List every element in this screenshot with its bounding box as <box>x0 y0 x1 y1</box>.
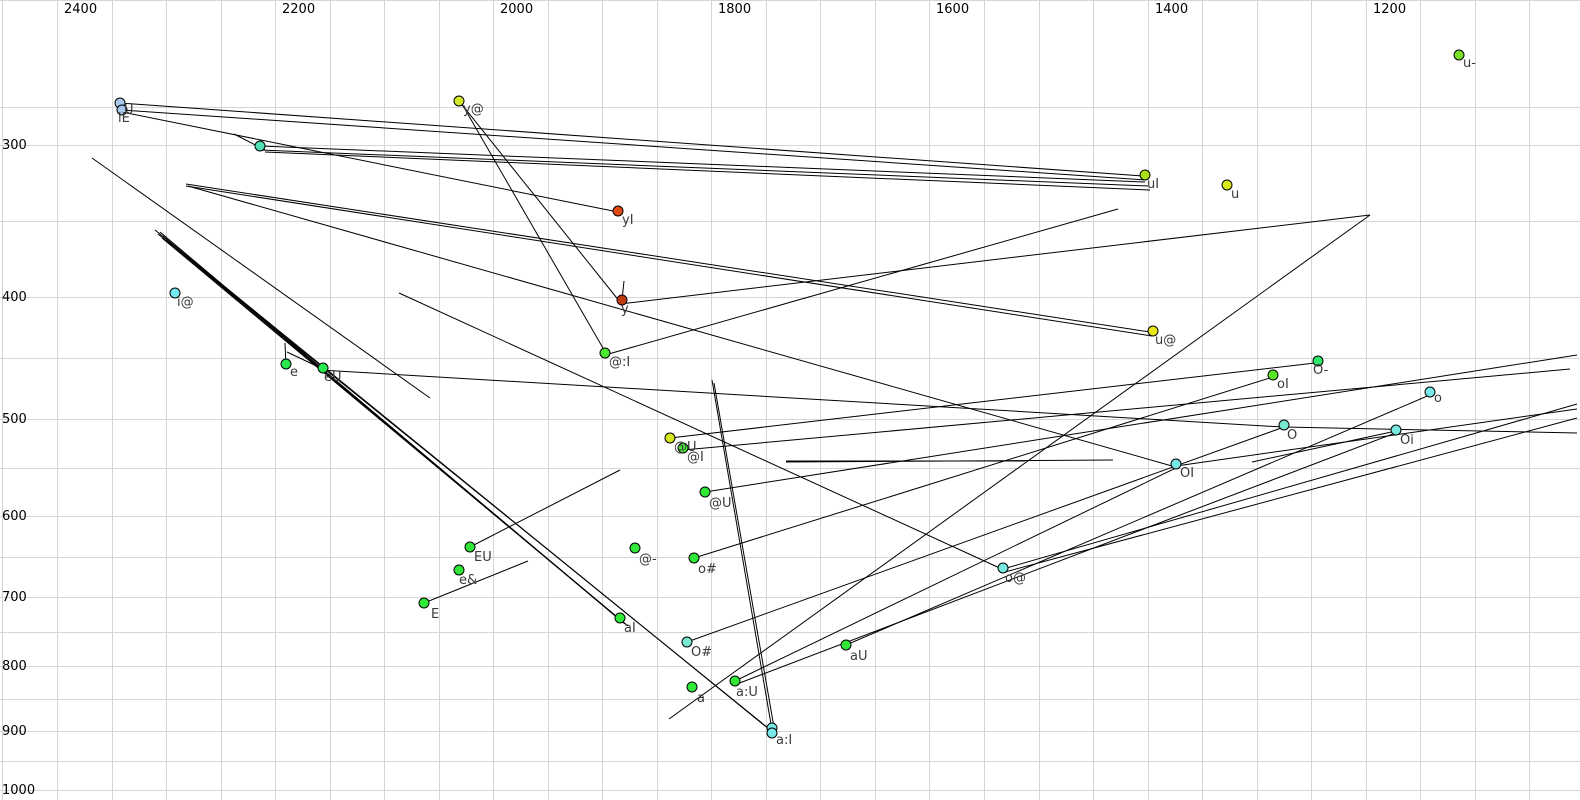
data-point-label: i@ <box>177 295 194 310</box>
data-point-marker[interactable] <box>840 639 852 651</box>
data-point-marker[interactable] <box>464 541 476 553</box>
data-point-marker[interactable] <box>629 542 641 554</box>
x-axis-tick-label: 1400 <box>1155 2 1189 17</box>
data-point-label: u <box>1231 187 1240 202</box>
y-axis-tick-label: 900 <box>2 724 27 739</box>
y-axis-tick-label: 600 <box>2 509 27 524</box>
data-point-marker[interactable] <box>599 347 611 359</box>
data-point-label: o# <box>698 562 717 577</box>
data-point-label: a:U <box>736 685 758 700</box>
data-point-marker[interactable] <box>169 287 181 299</box>
data-point-label: OI <box>1180 466 1195 481</box>
y-axis-tick-label: 300 <box>2 138 27 153</box>
data-point-label: iE <box>118 111 130 126</box>
data-point-label: uI <box>1147 177 1160 192</box>
data-point-marker[interactable] <box>1390 424 1402 436</box>
x-axis-tick-label: 1600 <box>936 2 970 17</box>
data-point-label: y@ <box>463 102 484 117</box>
x-axis-tick-label: 1200 <box>1373 2 1407 17</box>
data-point-marker[interactable] <box>1221 179 1233 191</box>
x-axis-tick-label: 2000 <box>500 2 534 17</box>
data-point-marker[interactable] <box>686 681 698 693</box>
data-point-label: @U <box>674 440 697 455</box>
x-axis-tick-label: 2200 <box>282 2 316 17</box>
data-point-marker[interactable] <box>1267 369 1279 381</box>
data-point-label: y <box>621 302 629 317</box>
data-point-marker[interactable] <box>317 362 329 374</box>
data-point-marker[interactable] <box>997 562 1009 574</box>
data-point-marker[interactable] <box>280 358 292 370</box>
data-point-label: eU <box>324 370 342 385</box>
data-point-label: o <box>1434 391 1442 406</box>
data-point-marker[interactable] <box>1312 355 1324 367</box>
data-point-label: a:I <box>776 733 793 748</box>
data-point-label: O <box>1287 428 1298 443</box>
trajectory-lines <box>91 100 1578 734</box>
data-point-label: o@ <box>1005 571 1026 586</box>
data-point-label: U <box>124 103 134 118</box>
data-point-label: aI <box>624 621 636 636</box>
y-axis-tick-label: 1000 <box>2 783 36 798</box>
data-point-marker[interactable] <box>1170 458 1182 470</box>
y-axis-tick-label: 500 <box>2 412 27 427</box>
data-point-marker[interactable] <box>612 205 624 217</box>
data-point-label: a <box>697 691 705 706</box>
data-point-marker[interactable] <box>681 636 693 648</box>
data-point-marker[interactable] <box>766 727 778 739</box>
data-point-marker[interactable] <box>677 442 689 454</box>
x-axis-tick-label: 2400 <box>64 2 98 17</box>
data-point-marker[interactable] <box>614 612 626 624</box>
data-point-label: @U <box>709 496 732 511</box>
data-point-label: @I <box>687 450 704 465</box>
data-point-marker[interactable] <box>418 597 430 609</box>
data-point-marker[interactable] <box>1424 386 1436 398</box>
data-point-marker[interactable] <box>453 95 465 107</box>
data-point-label: EU <box>474 550 492 565</box>
data-point-label: E <box>431 607 440 622</box>
y-axis-tick-label: 800 <box>2 659 27 674</box>
data-point-label: @- <box>639 552 657 567</box>
data-point-marker[interactable] <box>1139 169 1151 181</box>
data-point-label: aU <box>850 649 868 664</box>
data-point-marker[interactable] <box>699 486 711 498</box>
data-point-label: @:I <box>609 355 631 370</box>
data-point-label: oI <box>1277 377 1289 392</box>
data-point-marker[interactable] <box>116 104 128 116</box>
data-points <box>114 49 1465 739</box>
data-point-label: e <box>290 365 298 380</box>
data-point-marker[interactable] <box>688 552 700 564</box>
data-point-marker[interactable] <box>1147 325 1159 337</box>
data-point-label: O- <box>1313 363 1329 378</box>
data-point-marker[interactable] <box>453 564 465 576</box>
data-point-label: u@ <box>1155 333 1177 348</box>
data-point-label: Oi <box>1400 433 1414 448</box>
data-point-label: u- <box>1463 56 1476 71</box>
data-point-label: O# <box>691 645 713 660</box>
y-axis-tick-label: 400 <box>2 290 27 305</box>
y-axis-tick-label: 700 <box>2 590 27 605</box>
x-axis-tick-label: 1800 <box>718 2 752 17</box>
data-point-marker[interactable] <box>664 432 676 444</box>
data-point-marker[interactable] <box>729 675 741 687</box>
data-point-label: yI <box>622 213 634 228</box>
data-point-marker[interactable] <box>254 140 266 152</box>
data-point-marker[interactable] <box>616 294 628 306</box>
data-point-marker[interactable] <box>1453 49 1465 61</box>
data-point-label: e& <box>459 573 478 588</box>
data-point-marker[interactable] <box>1278 419 1290 431</box>
